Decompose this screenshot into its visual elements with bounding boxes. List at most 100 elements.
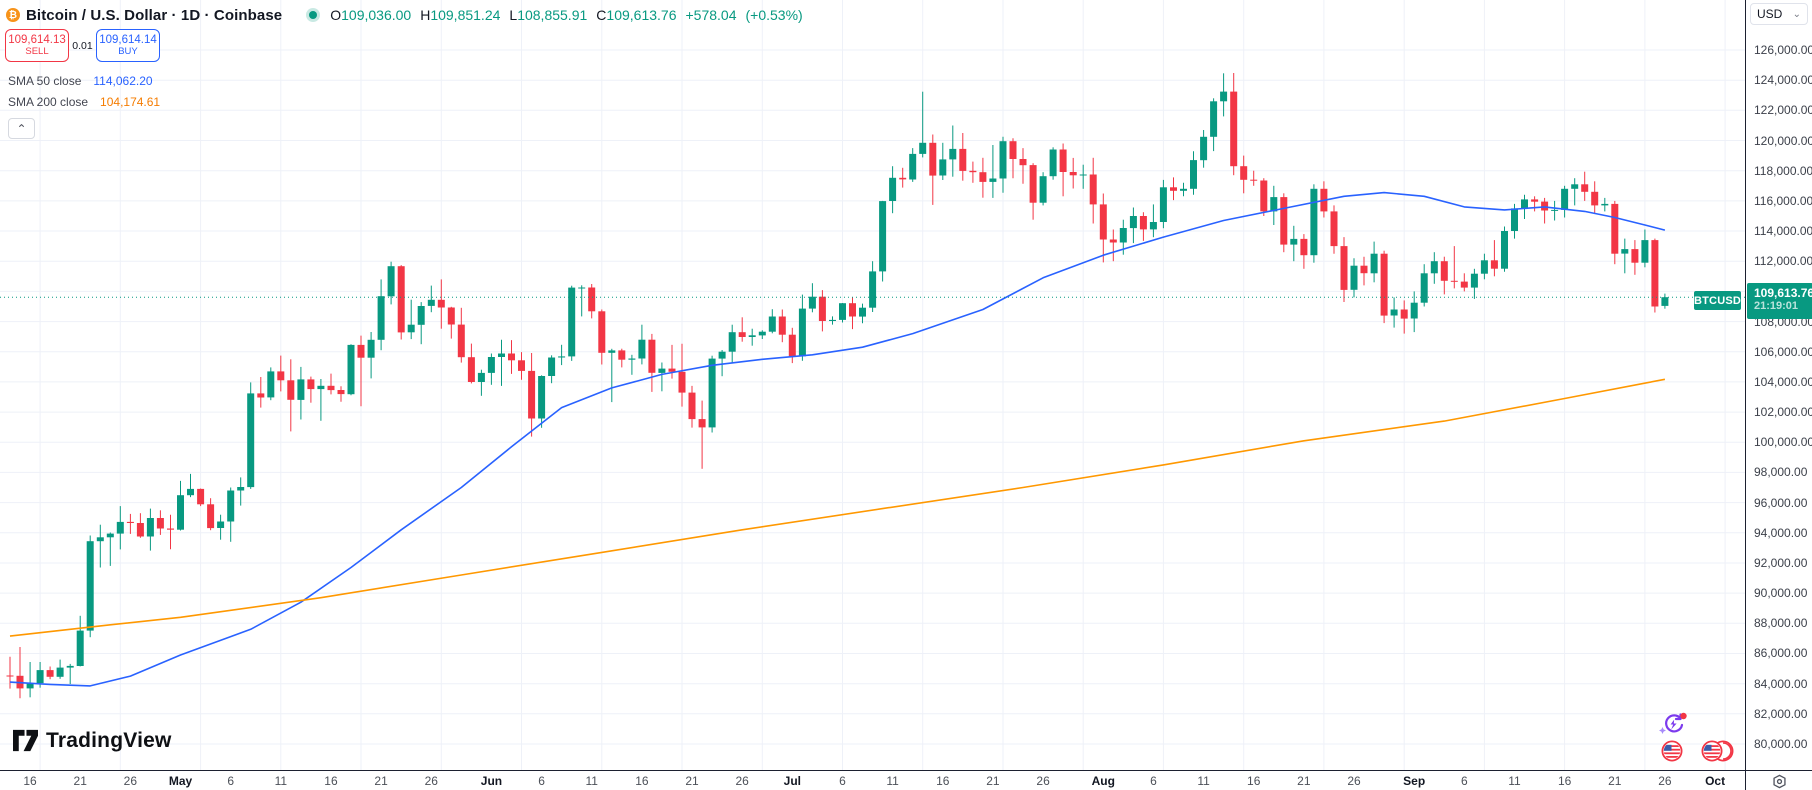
time-axis-label: 26 (1658, 774, 1672, 788)
candle-up (1511, 208, 1518, 231)
candle-down (457, 324, 465, 358)
candle-up (1561, 188, 1569, 210)
symbol-title[interactable]: Bitcoin / U.S. Dollar · 1D · Coinbase (26, 6, 283, 24)
time-axis-label: 6 (839, 774, 846, 788)
sell-label: SELL (25, 45, 49, 57)
time-axis-label: 21 (374, 774, 388, 788)
candle-up (1641, 240, 1649, 263)
candle-up (1210, 101, 1218, 137)
candle-down (1170, 187, 1177, 191)
time-axis-label: 16 (1247, 774, 1261, 788)
candle-down (1069, 172, 1077, 176)
candle-up (1661, 297, 1669, 306)
candle-up (638, 339, 646, 359)
market-status-icon[interactable] (306, 8, 321, 22)
candle-down (1360, 265, 1368, 274)
candle-up (498, 353, 505, 357)
candle-down (1330, 211, 1338, 247)
legend-collapse-button[interactable]: ⌃ (8, 118, 35, 139)
price-axis-label: 104,000.00 (1754, 374, 1812, 389)
legend-sma50[interactable]: SMA 50 close 114,062.20 (8, 74, 153, 88)
price-axis-label: 84,000.00 (1754, 676, 1808, 691)
candle-down (46, 670, 54, 677)
candle-up (949, 148, 957, 160)
candle-up (86, 541, 94, 631)
time-axis-label: 11 (1508, 774, 1521, 788)
legend-sma200[interactable]: SMA 200 close 104,174.61 (8, 95, 160, 109)
time-axis[interactable]: 16 21 26 May 6 11 16 21 26 Jun 6 11 16 21 26 Jul 6 11 16 21… (0, 770, 1812, 790)
candle-up (708, 358, 716, 428)
candle-up (377, 296, 385, 340)
tradingview-logo-icon (13, 729, 38, 752)
candle-down (668, 368, 676, 372)
sma50-name: SMA 50 close (8, 74, 82, 88)
candle-down (1260, 180, 1268, 212)
candle-up (1200, 136, 1208, 161)
candle-up (1350, 265, 1358, 290)
economic-event-marker-group[interactable] (1699, 739, 1737, 768)
time-axis-label: 16 (1557, 774, 1572, 788)
candle-down (1029, 165, 1037, 203)
candle-down (1250, 179, 1258, 181)
candle-up (267, 371, 275, 398)
candle-down (1400, 309, 1408, 319)
time-axis-month-label: Jun (480, 774, 503, 788)
candle-up (999, 141, 1007, 179)
candle-up (96, 537, 104, 542)
candle-down (467, 357, 475, 382)
candle-up (1571, 184, 1579, 189)
candle-down (197, 488, 205, 505)
bitcoin-logo-icon: ₿ (6, 8, 20, 22)
candle-up (538, 376, 546, 419)
candle-up (748, 335, 756, 337)
currency-selector[interactable]: USD ⌄ (1750, 3, 1808, 25)
candle-up (1370, 253, 1378, 274)
candle-up (1159, 187, 1167, 222)
sell-button[interactable]: 109,614.13 SELL (5, 29, 69, 62)
bar-close-countdown: 21:19:01 (1754, 300, 1799, 312)
current-price-value: 109,613.76 (1754, 286, 1812, 300)
buy-button[interactable]: 109,614.14 BUY (96, 29, 160, 62)
candle-down (588, 287, 596, 312)
price-axis[interactable]: USD ⌄ 126,000.00 124,000.00 122,000.00 120,… (1745, 0, 1812, 770)
candle-up (989, 178, 997, 182)
candle-down (1591, 191, 1599, 206)
candle-up (317, 385, 325, 390)
candle-down (959, 148, 967, 171)
candle-up (187, 488, 194, 496)
candle-down (337, 390, 345, 395)
price-axis-label: 116,000.00 (1754, 193, 1812, 208)
time-axis-label: 26 (424, 774, 438, 788)
candle-up (859, 307, 866, 317)
candle-up (146, 518, 154, 537)
candle-down (1380, 253, 1388, 316)
candle-up (798, 308, 806, 357)
price-axis-label: 118,000.00 (1754, 163, 1812, 178)
candle-down (287, 380, 295, 400)
economic-event-marker[interactable] (1659, 739, 1685, 768)
candle-down (1089, 174, 1097, 205)
tradingview-watermark[interactable]: TradingView (12, 728, 172, 753)
axis-settings-button[interactable] (1745, 771, 1812, 790)
candle-down (327, 385, 335, 391)
candle-down (778, 316, 786, 335)
candle-up (26, 683, 34, 689)
time-axis-month-label: May (168, 774, 193, 788)
us-flag-events-stacked-icon (1701, 740, 1734, 762)
candle-up (768, 316, 776, 332)
change-value: +578.04 (685, 7, 737, 23)
candle-up (1420, 273, 1428, 303)
open-label: O (330, 7, 342, 23)
candlestick-chart[interactable] (0, 0, 1745, 770)
order-panel: 109,614.13 SELL 0.01 109,614.14 BUY (5, 29, 160, 62)
time-axis-month-label: Aug (1091, 774, 1115, 788)
gear-icon (1772, 774, 1786, 788)
candle-down (447, 307, 455, 325)
candle-down (1541, 201, 1549, 211)
candle-down (1139, 216, 1147, 230)
price-axis-label: 100,000.00 (1754, 435, 1812, 450)
ai-assistant-button[interactable] (1658, 711, 1688, 744)
candle-up (217, 521, 225, 528)
candle-up (1521, 199, 1528, 209)
sma50-value: 114,062.20 (93, 74, 153, 88)
